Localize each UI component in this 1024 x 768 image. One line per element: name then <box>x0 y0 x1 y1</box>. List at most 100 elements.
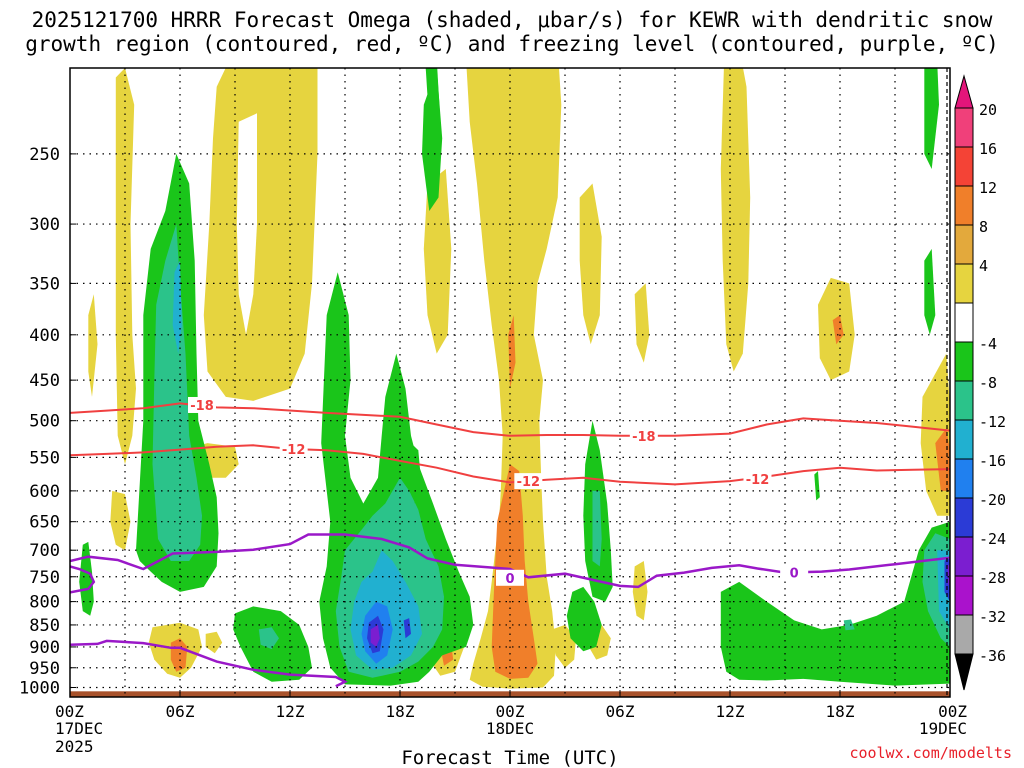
y-tick-label-250: 250 <box>29 145 60 165</box>
contour-label-bg-6 <box>780 564 809 581</box>
colorbar-top-triangle <box>954 74 974 109</box>
omega-region-20 <box>632 561 648 621</box>
omega-region-44 <box>720 521 950 686</box>
omega-region-3 <box>203 68 318 401</box>
colorbar-label-6: -8 <box>979 374 997 392</box>
colorbar-label-8: -16 <box>979 452 1006 470</box>
contour-label-2: -18 <box>632 430 656 445</box>
omega-region-39 <box>411 443 422 504</box>
colorbar-swatch-7 <box>954 380 974 421</box>
x-tick-label-0: 00Z <box>55 702 84 721</box>
y-tick-label-700: 700 <box>29 541 60 561</box>
colorbar-swatch-9 <box>954 458 974 499</box>
omega-region-28 <box>79 541 94 616</box>
contour-label-bg-0 <box>188 396 216 413</box>
chart-title-line-1: 2025121700 HRRR Forecast Omega (shaded, … <box>31 8 993 32</box>
omega-region-9 <box>466 68 562 689</box>
omega-region-2 <box>110 490 131 551</box>
y-tick-label-950: 950 <box>29 659 60 679</box>
y-tick-label-350: 350 <box>29 274 60 294</box>
colorbar-label-12: -32 <box>979 608 1006 626</box>
omega-region-1 <box>88 294 98 397</box>
omega-region-26 <box>152 224 202 561</box>
colorbar-swatch-10 <box>954 497 974 538</box>
colorbar-bottom-triangle <box>954 653 974 691</box>
chart-title-line-2: growth region (contoured, red, ºC) and f… <box>25 32 999 56</box>
y-tick-label-300: 300 <box>29 215 60 235</box>
contour-label-1: -12 <box>282 443 306 458</box>
y-tick-label-850: 850 <box>29 616 60 636</box>
omega-region-0 <box>115 68 136 465</box>
colorbar-swatch-5 <box>954 302 974 343</box>
freezing-level-lower-line <box>70 639 348 688</box>
colorbar-swatch-1 <box>954 146 974 187</box>
credit-text: coolwx.com/modelts <box>849 744 1012 762</box>
omega-region-52 <box>814 471 820 501</box>
contour-label-bg-5 <box>496 569 524 586</box>
colorbar-label-13: -36 <box>979 647 1006 665</box>
contour-label-6: 0 <box>790 567 799 582</box>
y-tick-label-500: 500 <box>29 412 60 432</box>
colorbar-label-3: 8 <box>979 218 988 236</box>
omega-region-37 <box>403 618 411 639</box>
contour-label-bg-3 <box>514 473 543 490</box>
colorbar-swatch-2 <box>954 185 974 226</box>
colorbar-swatch-13 <box>954 614 974 655</box>
contour-label-bg-1 <box>279 440 308 457</box>
omega-region-24 <box>508 315 516 389</box>
isotherm-line-1 <box>70 444 950 486</box>
colorbar-label-11: -28 <box>979 569 1006 587</box>
colorbar-label-10: -24 <box>979 530 1006 548</box>
omega-region-36 <box>370 624 380 647</box>
x-axis-label: Forecast Time (UTC) <box>401 747 618 768</box>
contour-label-3: -12 <box>517 475 541 490</box>
x-tick-label-2: 12Z <box>276 702 305 721</box>
contour-label-bg-4 <box>743 471 772 488</box>
x-tick-label-3: 18Z <box>386 702 415 721</box>
omega-region-11 <box>579 183 602 345</box>
contour-label-0: -18 <box>190 399 214 414</box>
grid-layer <box>70 68 950 697</box>
omega-region-22 <box>935 428 950 491</box>
colorbar-swatch-0 <box>954 107 974 148</box>
colorbar-swatch-6 <box>954 341 974 382</box>
x-tick-label-7: 18Z <box>826 702 855 721</box>
freezing-level-branch-line <box>70 565 96 594</box>
omega-region-30 <box>258 627 279 650</box>
x-tick-label-8: 00Z <box>938 702 967 721</box>
y-tick-label-800: 800 <box>29 593 60 613</box>
x-tick-date-8: 19DEC <box>919 719 967 738</box>
y-tick-label-550: 550 <box>29 448 60 468</box>
x-tick-label-5: 06Z <box>606 702 635 721</box>
omega-region-41 <box>566 586 602 652</box>
colorbar-label-9: -20 <box>979 491 1006 509</box>
y-tick-label-450: 450 <box>29 371 60 391</box>
y-tick-label-1000: 1000 <box>19 678 60 698</box>
omega-region-43 <box>592 490 602 567</box>
x-tick-label-1: 06Z <box>166 702 195 721</box>
colorbar-swatch-11 <box>954 536 974 577</box>
x-tick-year-0: 2025 <box>55 737 94 756</box>
omega-region-13 <box>720 68 751 372</box>
x-tick-date-0: 17DEC <box>55 719 103 738</box>
omega-region-49 <box>843 619 855 631</box>
omega-region-40 <box>425 68 441 154</box>
contour-label-4: -12 <box>746 473 770 488</box>
colorbar-swatch-4 <box>954 263 974 304</box>
y-tick-label-650: 650 <box>29 513 60 533</box>
y-tick-label-600: 600 <box>29 482 60 502</box>
y-tick-label-400: 400 <box>29 326 60 346</box>
x-tick-label-6: 12Z <box>716 702 745 721</box>
x-tick-date-4: 18DEC <box>486 719 534 738</box>
omega-region-50 <box>924 68 939 169</box>
x-tick-label-4: 00Z <box>496 702 525 721</box>
colorbar-swatch-3 <box>954 224 974 265</box>
colorbar-swatch-12 <box>954 575 974 616</box>
colorbar-swatch-8 <box>954 419 974 460</box>
colorbar-label-2: 12 <box>979 179 997 197</box>
colorbar-label-7: -12 <box>979 413 1006 431</box>
omega-shading-layer <box>70 68 950 697</box>
colorbar-label-4: 4 <box>979 257 988 275</box>
y-tick-label-750: 750 <box>29 568 60 588</box>
